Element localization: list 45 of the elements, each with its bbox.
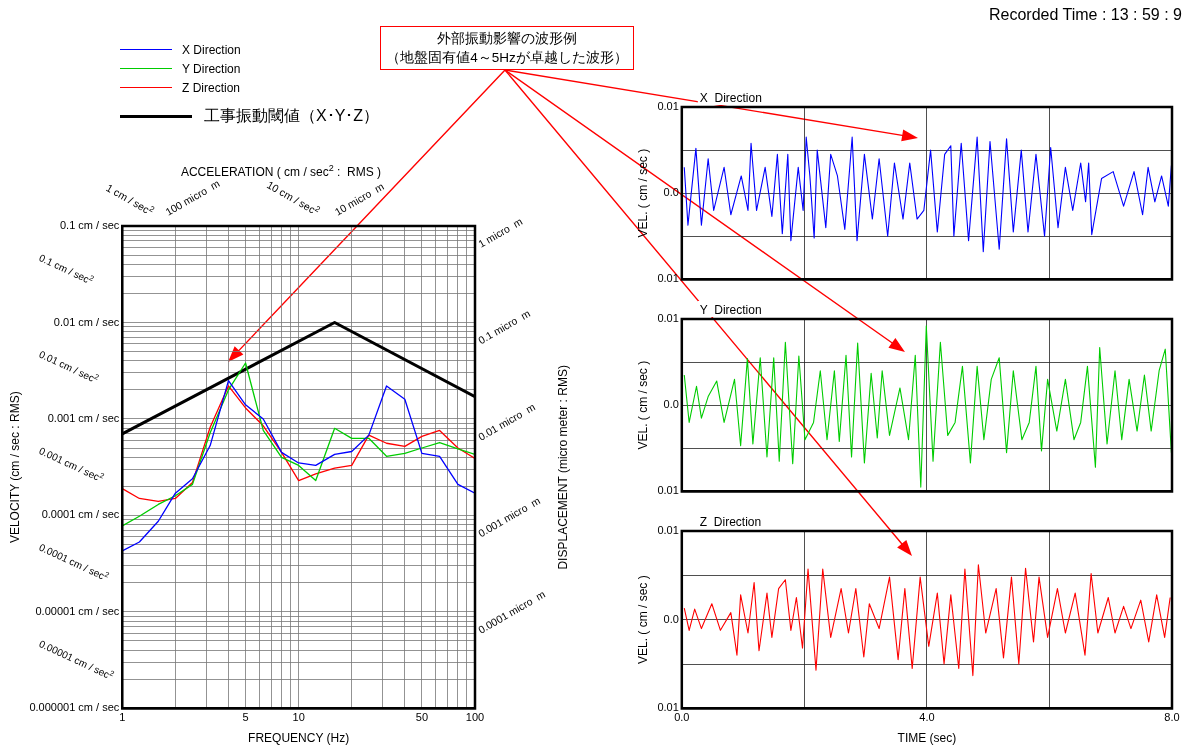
y-axis-title: VEL. ( cm / sec ): [635, 148, 650, 238]
y-tick-label: 0.0: [663, 186, 679, 199]
legend-label: 工事振動閾値（X･Y･Z）: [204, 106, 380, 126]
y-tick-label: 0.01 cm / sec: [53, 315, 120, 328]
y-tick-label: 0.00001 cm / sec: [35, 604, 120, 617]
y-tick-label: 0.01: [657, 272, 679, 285]
x-axis-title: FREQUENCY (Hz): [248, 731, 350, 746]
y-tick-label: 0.001 cm / sec: [47, 411, 120, 424]
y-tick-label: 0.01: [657, 524, 679, 537]
text: 0.1 micro m: [476, 307, 533, 347]
x-tick-label: 8.0: [1164, 711, 1180, 724]
text: （地盤固有値4～5Hzが卓越した波形）: [385, 49, 629, 67]
x-tick-label: 5: [242, 711, 249, 724]
legend-label: X Direction: [182, 42, 241, 57]
x-tick-label: 100: [465, 711, 485, 724]
x-tick-label: 1: [119, 711, 126, 724]
y-tick-label: 0.0: [663, 612, 679, 625]
text: 1 micro m: [476, 215, 525, 250]
y-tick-label: 0.01: [657, 312, 679, 325]
text: 100 micro m: [163, 177, 222, 218]
y-axis-title: VEL. ( cm / sec ): [635, 575, 650, 665]
text: 0.01 micro m: [476, 401, 538, 443]
legend-label: Z Direction: [182, 80, 241, 95]
y-tick-label: 0.01: [657, 484, 679, 497]
legend-label: Y Direction: [182, 61, 241, 76]
chart-title: X Direction: [699, 91, 762, 105]
y-tick-label: 0.1 cm / sec: [59, 219, 120, 232]
y-tick-label: 0.0001 cm / sec: [41, 508, 120, 521]
chart-title: Y Direction: [699, 303, 762, 317]
chart-title: Z Direction: [699, 515, 762, 529]
y-tick-label: 0.01: [657, 701, 679, 714]
text: 外部振動影響の波形例: [436, 30, 578, 48]
text: Recorded Time : 13 : 59 : 9: [989, 6, 1182, 24]
text: 10 micro m: [332, 180, 387, 218]
x-tick-label: 4.0: [919, 711, 935, 724]
y-axis-title: VEL. ( cm / sec ): [635, 360, 650, 450]
y2-axis-title: DISPLACEMENT (micro meter : RMS): [556, 365, 570, 570]
y-tick-label: 0.01: [657, 100, 679, 113]
x-tick-label: 0.0: [674, 711, 690, 724]
x-tick-label: 50: [415, 711, 429, 724]
x-tick-label: 10: [292, 711, 305, 724]
y-axis-title: VELOCITY (cm / sec : RMS): [7, 391, 22, 544]
y-tick-label: 0.000001 cm / sec: [29, 701, 120, 714]
y-tick-label: 0.0: [663, 398, 679, 411]
x-axis-title: TIME (sec): [897, 731, 957, 746]
